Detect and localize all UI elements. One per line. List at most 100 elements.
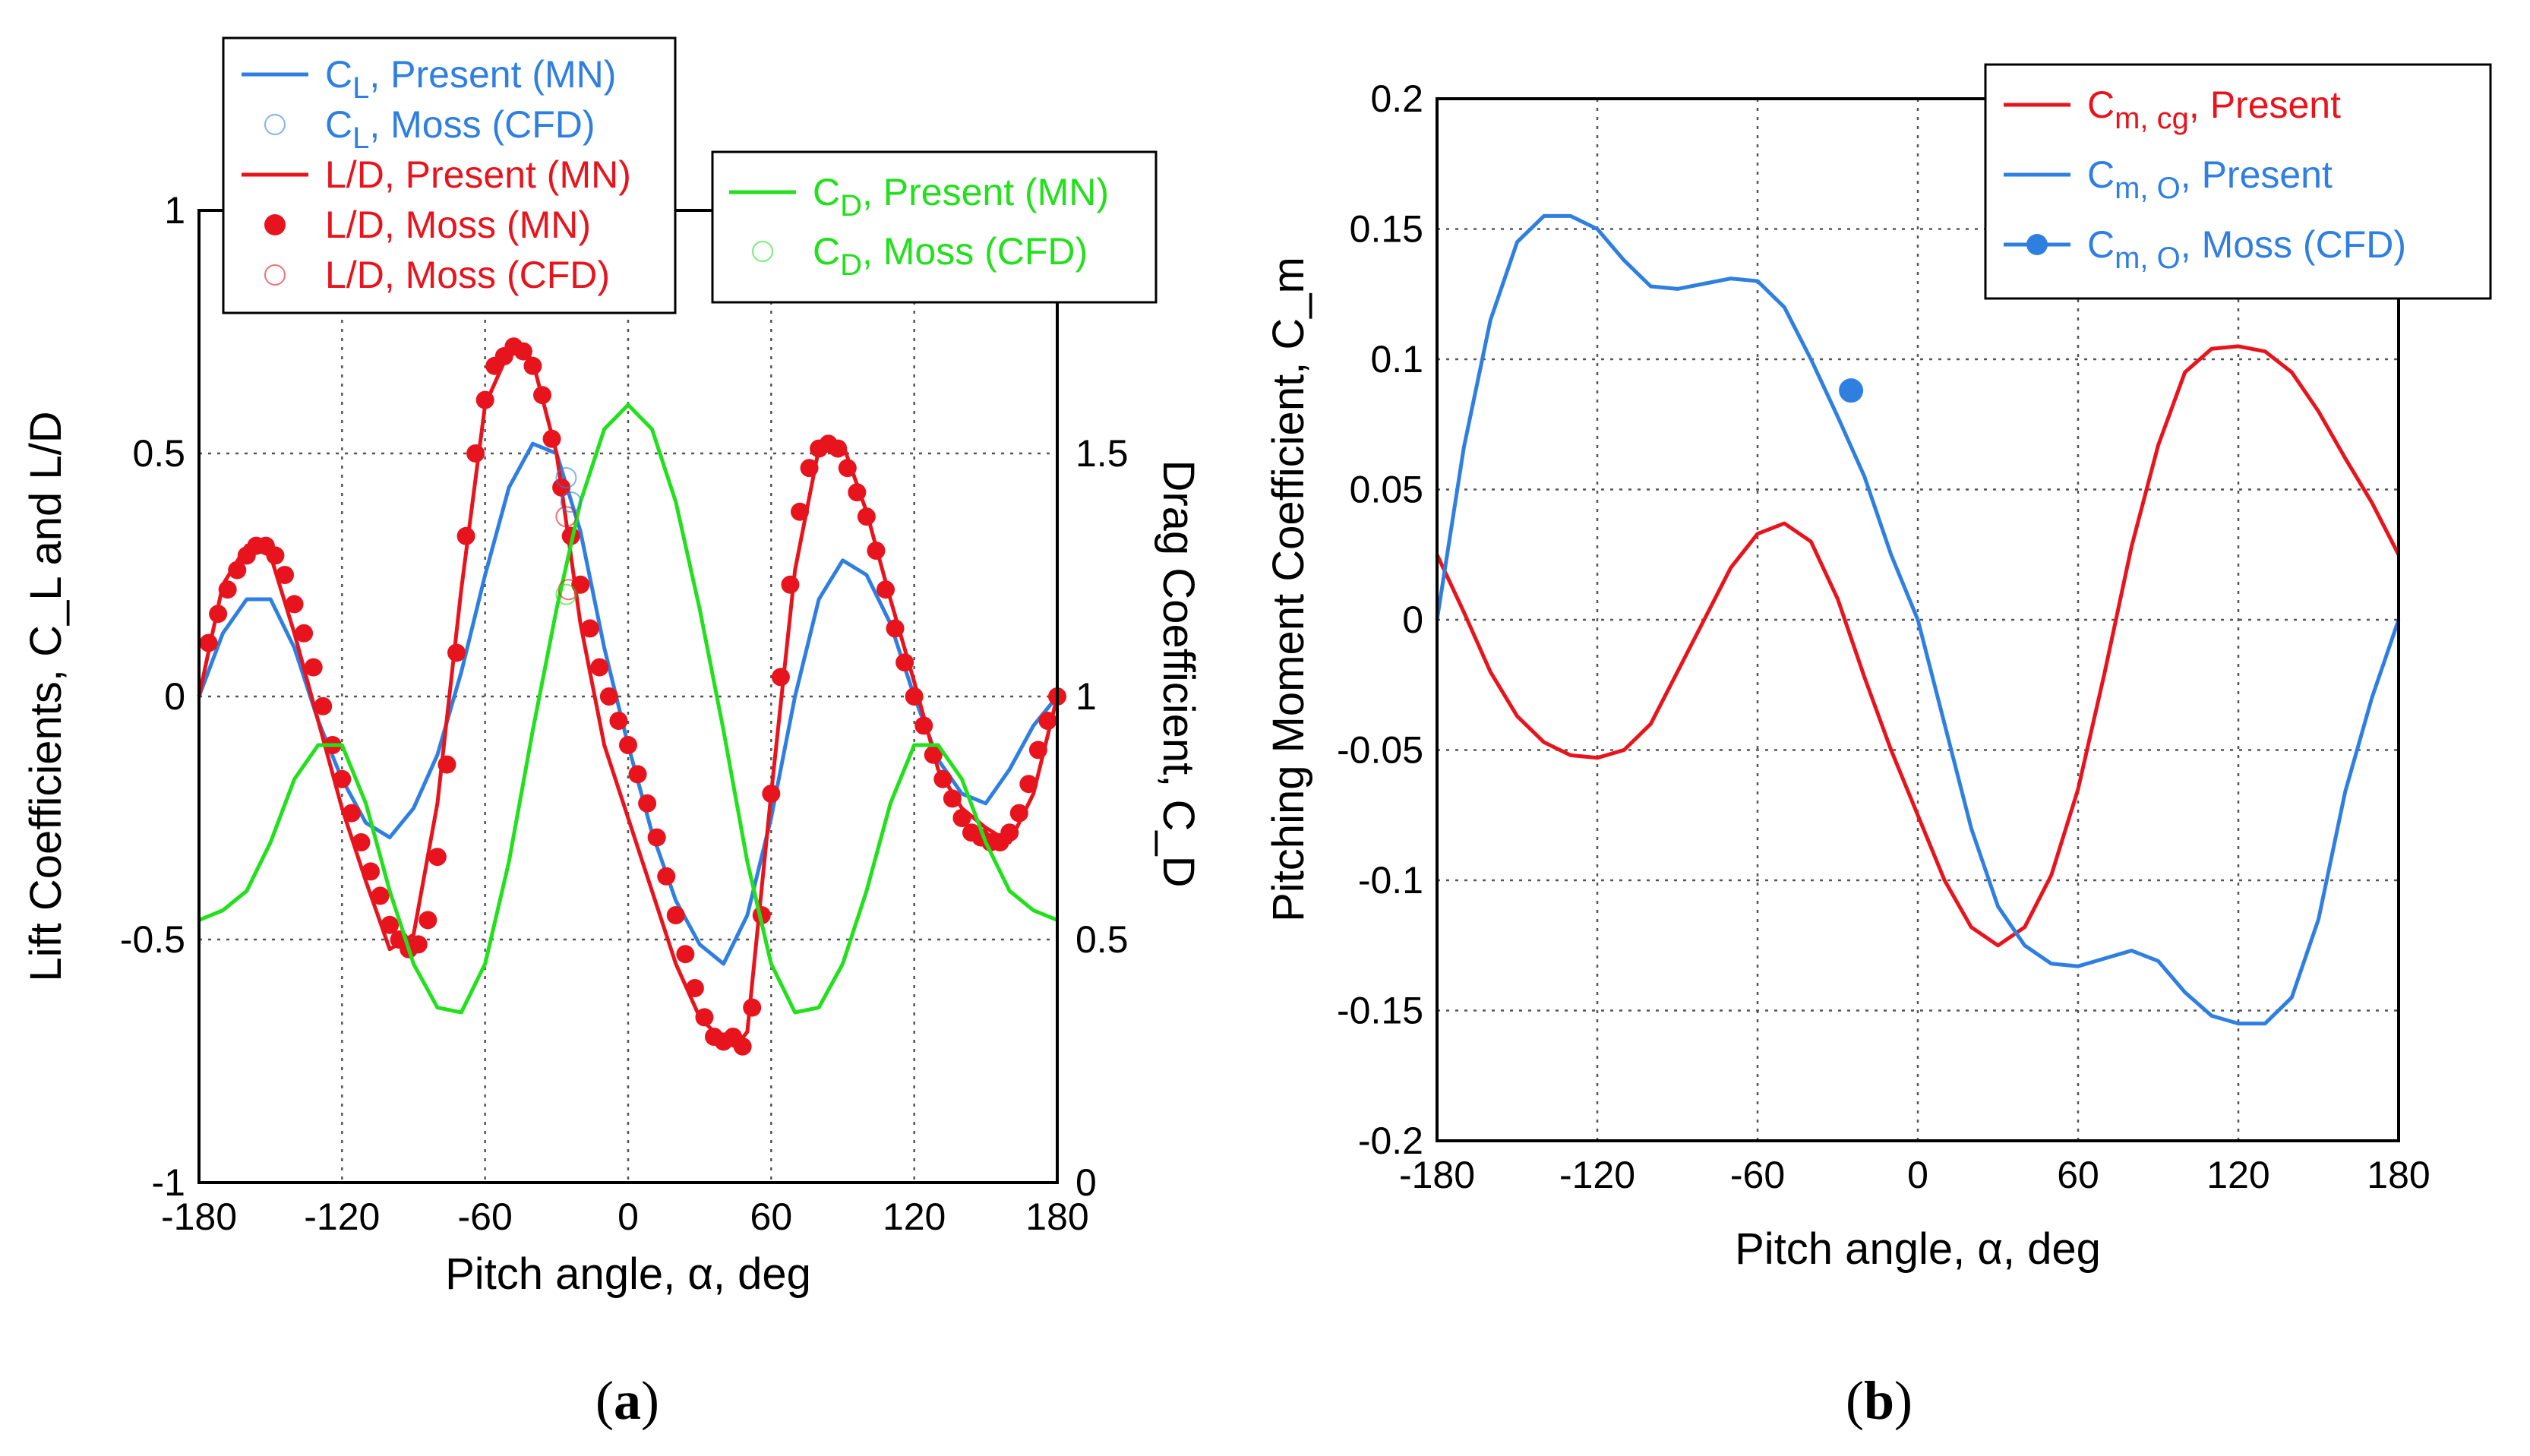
data-point xyxy=(381,915,400,934)
data-point xyxy=(218,580,237,599)
legend-left-entry-label: CL, Present (MN) xyxy=(325,53,616,105)
data-point xyxy=(829,439,848,458)
chart-b: -180 -120 -60 0 60 120 180 -0.2 -0.15 -0.1 -0.05 0 0… xyxy=(1264,63,2492,1274)
data-point xyxy=(952,809,971,827)
x-tick-label: 0 xyxy=(1907,1154,1928,1196)
data-point xyxy=(933,769,952,788)
data-point xyxy=(285,595,304,614)
y-tick-label-left: -0.5 xyxy=(120,918,185,961)
data-point xyxy=(914,716,933,735)
y-axis-label: Pitching Moment Coefficient, C_m xyxy=(1264,257,1313,922)
y-tick-label: 0.2 xyxy=(1370,77,1423,120)
data-point xyxy=(1019,775,1038,794)
data-point xyxy=(609,712,628,730)
y-tick-label: 0 xyxy=(1402,599,1423,641)
x-tick-label: 120 xyxy=(2206,1154,2269,1196)
data-point xyxy=(695,1008,714,1027)
data-point xyxy=(1839,378,1864,403)
x-tick-label: -120 xyxy=(1559,1154,1635,1196)
legend-left-entry-swatch xyxy=(264,114,286,135)
y-tick-label: -0.15 xyxy=(1337,990,1423,1032)
data-point xyxy=(599,687,618,706)
y-tick-label-right: 1 xyxy=(1075,675,1097,718)
data-point xyxy=(571,575,590,594)
caption-b: (b) xyxy=(1846,1370,1913,1431)
y-tick-label-right: 0.5 xyxy=(1075,918,1129,961)
data-point xyxy=(352,833,371,851)
data-point xyxy=(666,906,685,924)
data-point xyxy=(791,502,809,521)
series-line xyxy=(1435,213,2401,1026)
data-point xyxy=(638,794,657,813)
y-axis-label-left: Lift Coefficients, C_L and L/D xyxy=(21,411,71,981)
data-point xyxy=(647,828,666,847)
data-point xyxy=(552,478,571,497)
data-point xyxy=(886,619,905,638)
y-tick-label: 0.05 xyxy=(1350,469,1423,511)
legend-entry-swatch-dot xyxy=(2026,234,2048,255)
data-point-open xyxy=(557,579,580,601)
legend-box-right xyxy=(711,150,1158,304)
data-point xyxy=(733,1037,752,1056)
y-tick-label: -0.2 xyxy=(1358,1120,1423,1162)
data-point xyxy=(685,979,704,997)
data-point xyxy=(1028,741,1047,760)
data-point xyxy=(542,429,561,448)
data-point xyxy=(580,619,599,638)
data-point xyxy=(848,483,867,502)
data-point xyxy=(771,668,790,687)
data-point xyxy=(924,745,943,764)
legend-left-entry-label: CL, Moss (CFD) xyxy=(325,103,595,155)
y-tick-label: 0.15 xyxy=(1350,208,1423,251)
y-tick-label-left: -1 xyxy=(152,1161,185,1204)
data-point xyxy=(342,804,361,823)
data-point xyxy=(619,736,637,754)
data-point xyxy=(419,911,437,930)
data-point xyxy=(876,580,895,599)
data-point xyxy=(943,789,962,808)
x-tick-label: 180 xyxy=(2367,1154,2430,1196)
data-point xyxy=(838,459,857,478)
data-point xyxy=(867,542,886,560)
data-point xyxy=(513,342,532,361)
x-tick-label: -120 xyxy=(304,1195,380,1238)
data-point xyxy=(371,886,390,905)
data-point xyxy=(628,765,647,784)
legend-right-entry-label: CD, Present (MN) xyxy=(813,171,1109,223)
data-point xyxy=(276,566,294,584)
y-tick-label-right: 1.5 xyxy=(1075,432,1129,475)
series-line xyxy=(198,403,1058,1015)
data-point-open xyxy=(560,491,582,513)
legend-left-entry-swatch-dot xyxy=(264,214,286,235)
data-point xyxy=(428,848,447,867)
x-tick-label: 120 xyxy=(883,1195,946,1238)
y-axis-label-right: Drag Coefficient, C_D xyxy=(1154,460,1203,887)
data-point xyxy=(1009,804,1028,823)
data-point xyxy=(295,624,314,643)
data-point xyxy=(1038,712,1057,730)
data-point xyxy=(590,658,609,677)
data-point xyxy=(466,444,485,463)
data-point-open xyxy=(555,467,577,488)
legend-right-entry-swatch xyxy=(752,241,773,262)
x-tick-label: -60 xyxy=(458,1195,513,1238)
y-tick-label: -0.05 xyxy=(1337,729,1423,772)
data-point xyxy=(781,575,800,594)
legend-entry-label: Cm, cg, Present xyxy=(2087,84,2341,135)
data-point xyxy=(523,356,542,375)
x-tick-label: -180 xyxy=(1399,1154,1475,1196)
data-point-open xyxy=(555,583,577,605)
data-point xyxy=(409,935,428,954)
y-tick-label-left: 0.5 xyxy=(132,432,185,475)
data-point xyxy=(209,605,228,624)
data-point xyxy=(895,653,914,672)
plot-frame xyxy=(1436,97,2400,1142)
x-tick-label: 0 xyxy=(617,1195,639,1238)
data-point xyxy=(743,998,762,1017)
data-point xyxy=(533,386,551,405)
data-point xyxy=(314,696,333,715)
data-point xyxy=(905,687,924,706)
x-tick-label: 180 xyxy=(1025,1195,1088,1238)
y-tick-label-left: 1 xyxy=(164,189,185,232)
